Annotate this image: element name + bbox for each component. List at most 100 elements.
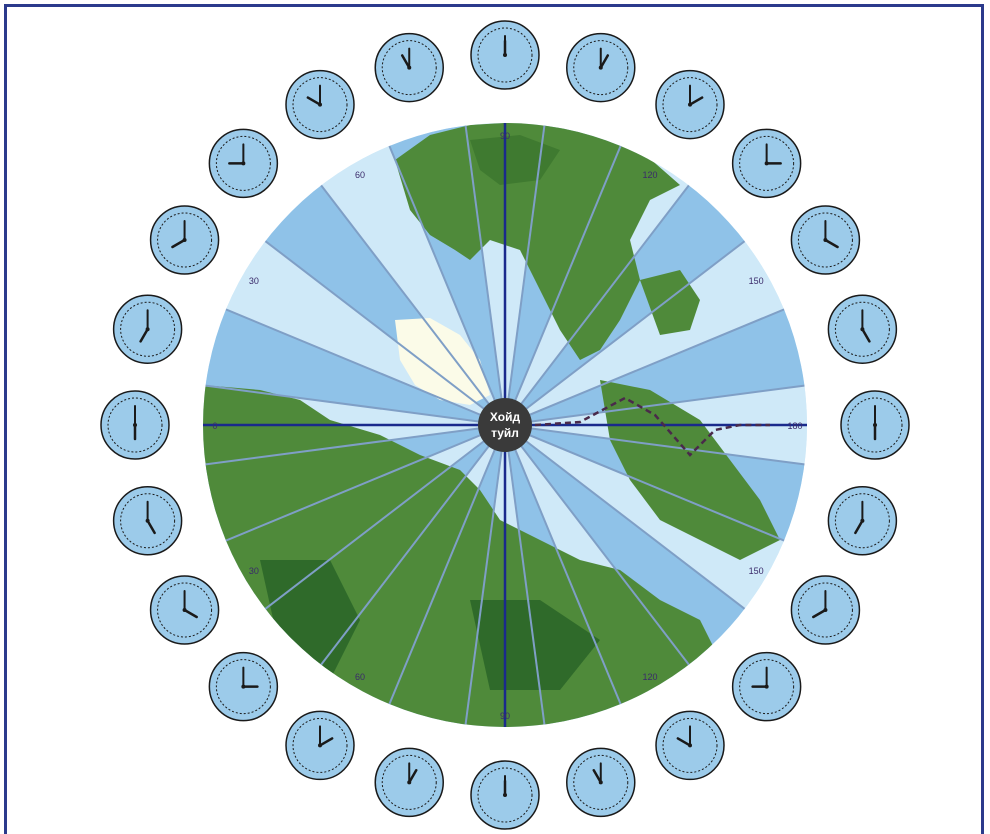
clock bbox=[790, 575, 861, 645]
clock-hour-hand bbox=[599, 54, 610, 69]
meridian-line bbox=[264, 424, 506, 610]
meridian-line bbox=[504, 145, 622, 426]
clock-hour-hand bbox=[400, 54, 411, 69]
longitude-label: 150 bbox=[749, 276, 764, 286]
clock bbox=[566, 747, 636, 818]
land-shade bbox=[470, 600, 600, 690]
clock-dial bbox=[292, 717, 348, 773]
clock bbox=[731, 128, 802, 199]
meridian-line bbox=[320, 184, 506, 426]
clock bbox=[285, 710, 355, 781]
clock-hour-hand bbox=[676, 737, 692, 747]
clock-dial bbox=[739, 135, 795, 191]
clock-ring bbox=[100, 20, 910, 830]
clock-pivot bbox=[873, 423, 877, 427]
pole-label-line1: Хойд bbox=[490, 410, 521, 424]
clock-hour-hand bbox=[812, 608, 827, 619]
clock-dial bbox=[477, 767, 533, 823]
meridian-line bbox=[264, 240, 506, 426]
clock-dial bbox=[847, 397, 903, 453]
clock-dial bbox=[215, 135, 271, 191]
clock-pivot bbox=[133, 423, 137, 427]
clock-dial bbox=[120, 493, 176, 549]
clock bbox=[566, 32, 636, 103]
clock-dial bbox=[157, 212, 213, 268]
clock-pivot bbox=[407, 65, 412, 70]
clock-hour-hand bbox=[407, 769, 418, 784]
clock-dial bbox=[834, 493, 890, 549]
clock-dial bbox=[662, 77, 718, 133]
clock bbox=[112, 294, 183, 364]
meridian-line bbox=[388, 145, 506, 426]
clock-hour-hand bbox=[171, 238, 186, 249]
meridian-line bbox=[504, 424, 746, 610]
clock-pivot bbox=[764, 684, 769, 689]
clock-pivot bbox=[860, 327, 865, 332]
clock bbox=[374, 747, 444, 818]
clock bbox=[827, 294, 898, 364]
meridian-line bbox=[225, 308, 506, 426]
clock-pivot bbox=[598, 65, 603, 70]
clock bbox=[285, 69, 355, 140]
pole-label-line2: туйл bbox=[491, 426, 519, 440]
clock-dial bbox=[215, 659, 271, 715]
clock bbox=[731, 651, 802, 722]
meridian-line bbox=[504, 424, 785, 542]
clock bbox=[374, 32, 444, 103]
longitude-label: 180 bbox=[787, 421, 802, 431]
clock-pivot bbox=[688, 743, 692, 748]
meridian-line bbox=[464, 424, 506, 725]
longitude-label: 120 bbox=[642, 672, 657, 682]
clock-dial bbox=[662, 717, 718, 773]
meridian-line bbox=[504, 424, 690, 666]
clock-hour-hand bbox=[592, 769, 603, 784]
clock-dial bbox=[797, 212, 853, 268]
longitude-label: 30 bbox=[249, 276, 259, 286]
meridian-line bbox=[464, 125, 506, 426]
clock bbox=[470, 20, 540, 90]
international-date-line bbox=[534, 396, 770, 457]
clock bbox=[208, 651, 279, 722]
clock-dial bbox=[739, 659, 795, 715]
clock-dial bbox=[381, 40, 437, 96]
clock-pivot bbox=[503, 53, 507, 57]
clock-dial bbox=[107, 397, 163, 453]
longitude-label: 90 bbox=[500, 711, 510, 721]
clock bbox=[790, 205, 861, 275]
meridian-line bbox=[388, 424, 506, 705]
clock-hour-hand bbox=[306, 96, 322, 106]
clock bbox=[470, 760, 540, 830]
longitude-label: 0 bbox=[212, 421, 217, 431]
clock bbox=[100, 390, 170, 460]
clock-hour-hand bbox=[688, 96, 704, 106]
clock-pivot bbox=[823, 238, 828, 242]
clock-dial bbox=[573, 754, 629, 810]
clock-pivot bbox=[503, 793, 507, 797]
clock-dial bbox=[797, 582, 853, 638]
clock-pivot bbox=[688, 102, 692, 107]
longitude-label: 150 bbox=[749, 566, 764, 576]
longitude-label: 120 bbox=[642, 170, 657, 180]
clock-pivot bbox=[145, 327, 150, 332]
longitude-label: 90 bbox=[500, 131, 510, 141]
longitude-label: 30 bbox=[249, 566, 259, 576]
meridian-line bbox=[504, 240, 746, 426]
clock-dial bbox=[120, 301, 176, 357]
clock-pivot bbox=[182, 608, 187, 612]
clock-dial bbox=[573, 40, 629, 96]
meridian-line bbox=[504, 308, 785, 426]
longitude-label: 60 bbox=[355, 672, 365, 682]
meridian-line bbox=[205, 384, 506, 426]
clock bbox=[112, 486, 183, 556]
north-pole-marker bbox=[478, 398, 532, 452]
clock bbox=[208, 128, 279, 199]
clock-pivot bbox=[318, 743, 322, 748]
clock bbox=[655, 710, 725, 781]
clock-hour-hand bbox=[318, 737, 334, 747]
clock-pivot bbox=[145, 518, 150, 523]
meridian-line bbox=[205, 424, 506, 466]
clock-hour-hand bbox=[146, 519, 156, 535]
clock bbox=[655, 69, 725, 140]
clock-pivot bbox=[598, 780, 603, 785]
